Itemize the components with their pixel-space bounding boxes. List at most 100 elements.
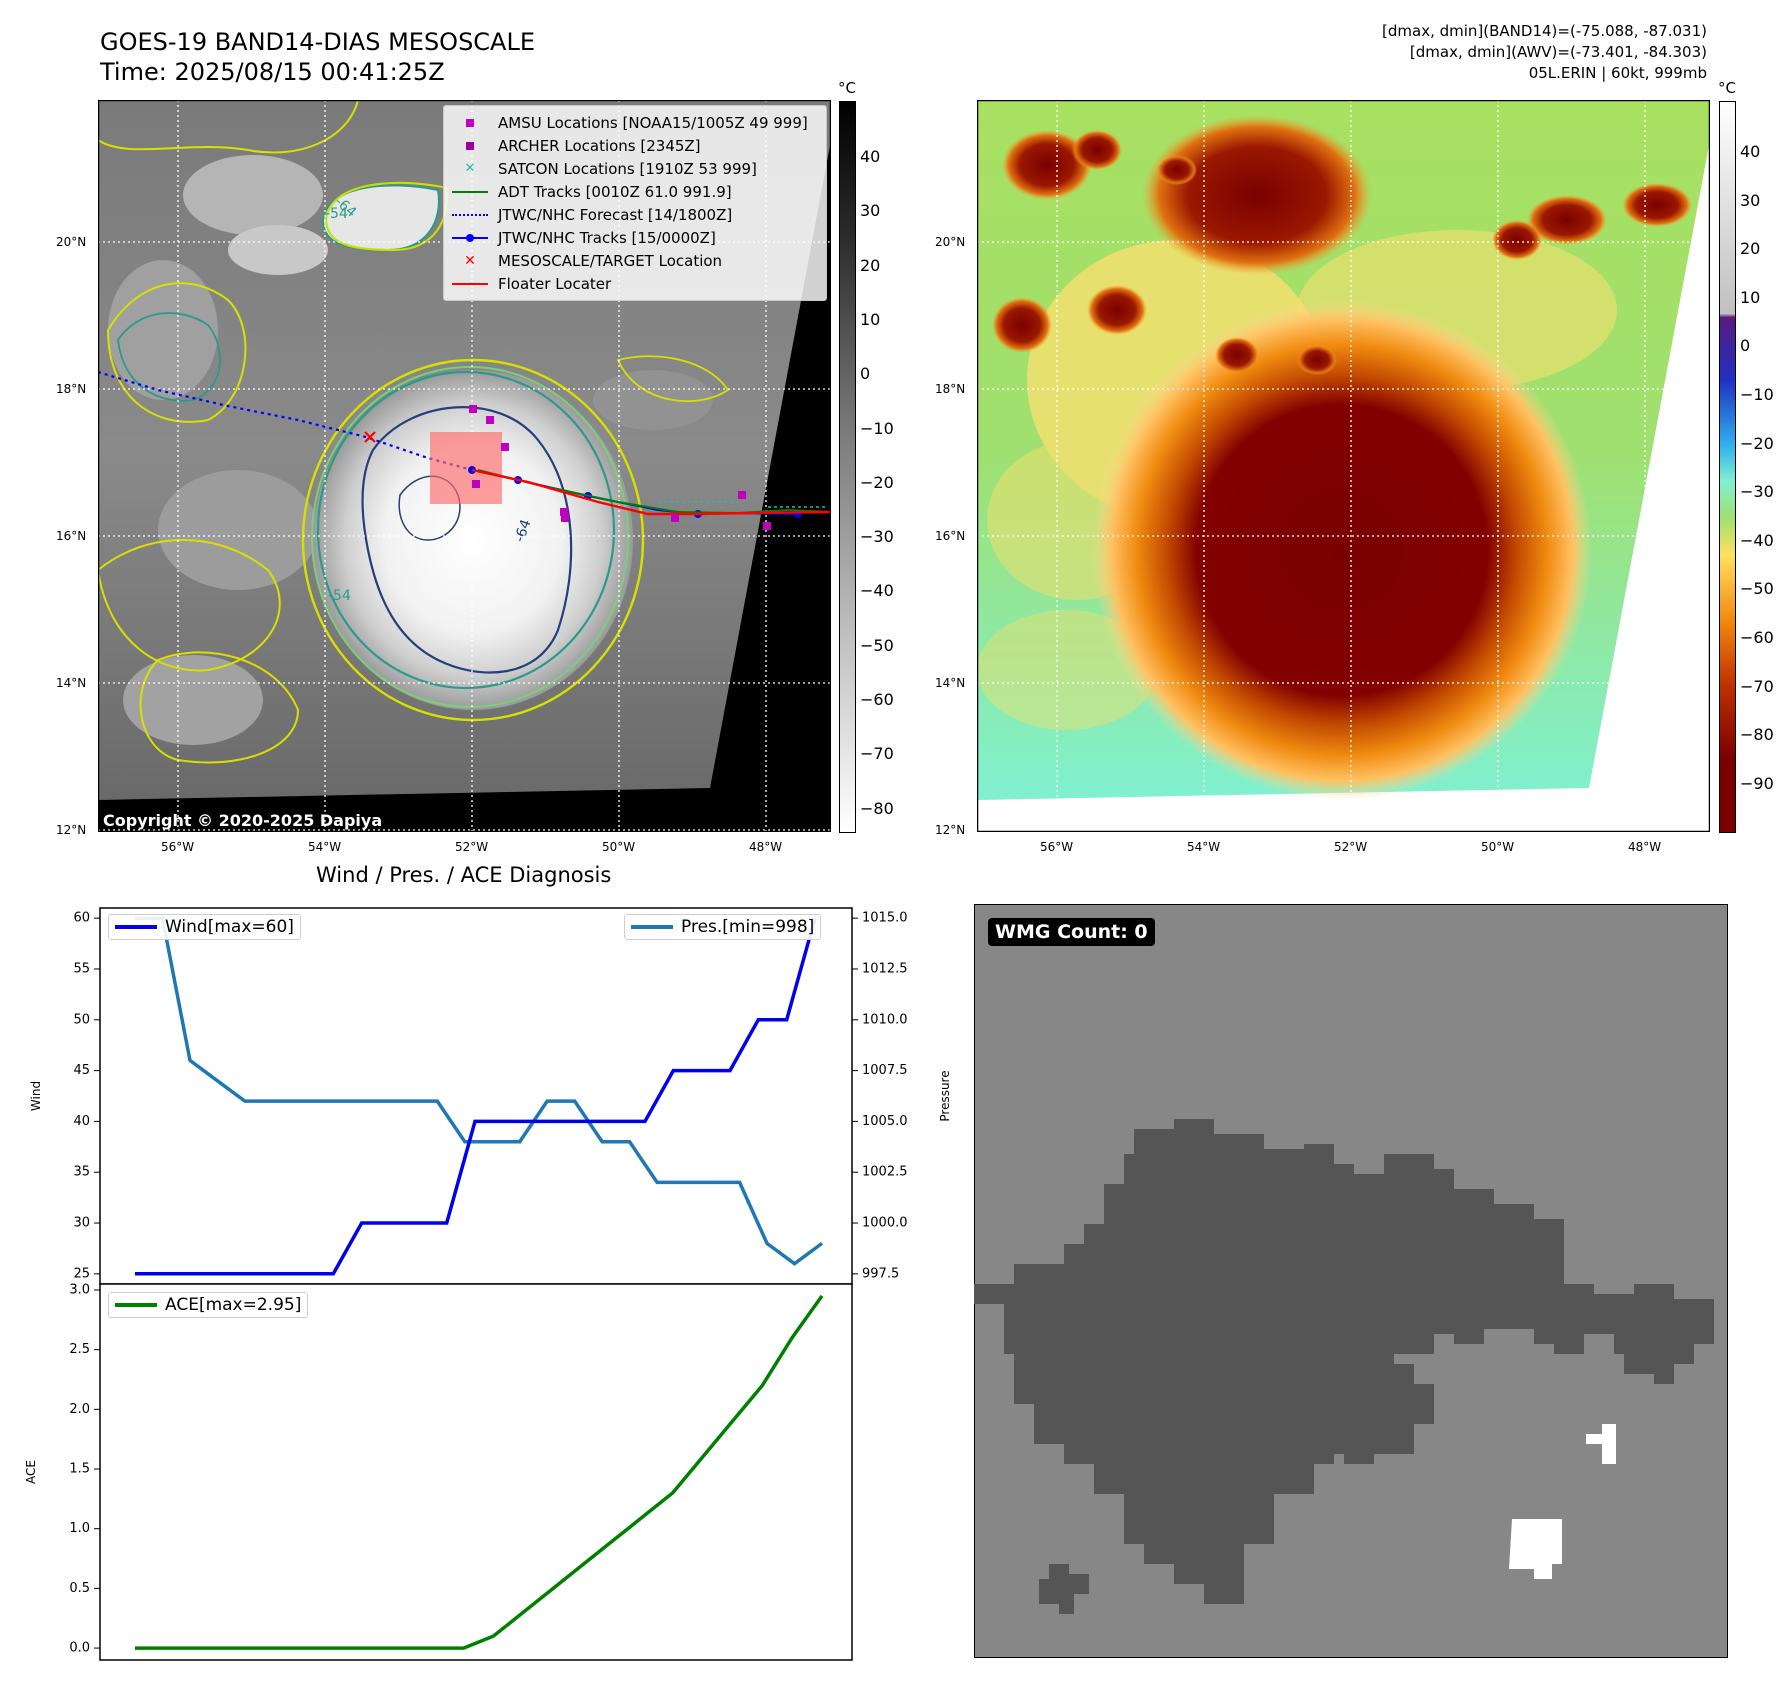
legend-target: ✕ MESOSCALE/TARGET Location: [464, 252, 723, 270]
colorbar-tick: −60: [860, 690, 894, 709]
lat-label: 14°N: [935, 676, 966, 690]
colorbar-tick: −10: [860, 418, 894, 438]
lat-label: 20°N: [56, 235, 87, 249]
pressure-series-line: [135, 916, 824, 1266]
colorbar-tick: 30: [860, 201, 881, 221]
wmg-warm-spot-2: [1509, 1519, 1562, 1579]
lon-label: 48°W: [1628, 840, 1662, 854]
ace-tick-label: 2.5: [69, 1342, 90, 1357]
pressure-tick-label: 1002.5: [862, 1165, 908, 1180]
colorbar-tick: −70: [1740, 676, 1774, 696]
pressure-tick-label: 1000.0: [862, 1216, 908, 1231]
target-marker: [364, 431, 376, 443]
colorbar-tick: −30: [1740, 482, 1774, 502]
pressure-legend: Pres.[min=998]: [624, 914, 822, 940]
wind-tick-label: 60: [73, 911, 90, 926]
wind-tick-label: 45: [73, 1063, 90, 1078]
contour-label-2: -54: [328, 588, 351, 604]
ace-panel-frame: [99, 1283, 853, 1661]
wind-legend: Wind[max=60]: [108, 914, 301, 940]
lat-label: 12°N: [935, 823, 966, 837]
legend-archer: ARCHER Locations [2345Z]: [450, 135, 701, 157]
colorbar-tick: −40: [860, 581, 894, 601]
ace-tick-label: 1.0: [69, 1521, 90, 1536]
wind-tick-label: 35: [73, 1165, 90, 1180]
wind-panel-frame: [99, 907, 853, 1285]
pressure-tick-label: 1010.0: [862, 1012, 908, 1027]
lat-label: 16°N: [56, 529, 87, 543]
legend-adt: ADT Tracks [0010Z 61.0 991.9]: [450, 181, 732, 203]
info-band14: [dmax, dmin](BAND14)=(-75.088, -87.031): [1382, 22, 1707, 40]
colorbar-tick: 10: [860, 309, 881, 329]
wmg-panel: [974, 904, 1728, 1658]
lon-label: 52°W: [455, 840, 489, 854]
wmg-cloud-region-2: [1294, 1364, 1434, 1464]
pressure-tick-label: 1015.0: [862, 911, 908, 926]
colorbar-tick: −50: [860, 635, 894, 655]
wind-tick-label: 55: [73, 961, 90, 976]
satcon-points: [658, 501, 828, 508]
contour-label-3: -54: [325, 206, 348, 222]
colorbar-tick: −20: [860, 472, 894, 492]
lon-label: 54°W: [308, 840, 342, 854]
lon-label: 56°W: [1040, 840, 1074, 854]
colorbar-tick: −30: [860, 527, 894, 547]
wmg-cloud-region-3: [1039, 1564, 1089, 1614]
ir-enhanced-map: [977, 100, 1710, 832]
pressure-tick-label: 1005.0: [862, 1114, 908, 1129]
contour-label-1: -64: [512, 517, 535, 544]
left-colorbar-unit: °C: [838, 79, 856, 97]
ace-legend: ACE[max=2.95]: [108, 1292, 309, 1318]
page-title: GOES-19 BAND14-DIAS MESOSCALE: [100, 28, 536, 56]
jtwc-forecast-track: [98, 370, 473, 472]
lat-label: 14°N: [56, 676, 87, 690]
lon-label: 50°W: [1481, 840, 1515, 854]
info-awv: [dmax, dmin](AWV)=(-73.401, -84.303): [1409, 43, 1707, 61]
lat-label: 20°N: [935, 235, 966, 249]
mesoscale-target-box: [430, 432, 502, 504]
left-colorbar: [839, 101, 856, 833]
colorbar-tick: −90: [1740, 773, 1774, 793]
pressure-tick-label: 1007.5: [862, 1063, 908, 1078]
wind-tick-label: 40: [73, 1114, 90, 1129]
lat-label: 12°N: [56, 823, 87, 837]
wind-tick-label: 30: [73, 1216, 90, 1231]
map-legend: AMSU Locations [NOAA15/1005Z 49 999] ARC…: [443, 105, 827, 301]
colorbar-tick: 40: [1740, 142, 1761, 161]
colorbar-tick: −80: [860, 798, 894, 818]
pressure-tick-label: 997.5: [862, 1266, 899, 1281]
colorbar-tick: −60: [1740, 628, 1774, 647]
lon-label: 54°W: [1187, 840, 1221, 854]
wind-tick-label: 50: [73, 1012, 90, 1027]
ace-tick-label: 3.0: [69, 1282, 90, 1297]
ace-axis-label: ACE: [24, 1460, 38, 1484]
right-colorbar: [1719, 101, 1736, 833]
storm-info: 05L.ERIN | 60kt, 999mb: [1528, 64, 1707, 82]
lat-label: 18°N: [935, 382, 966, 396]
legend-jtwc-forecast: JTWC/NHC Forecast [14/1800Z]: [450, 204, 732, 226]
right-map-gridlines: [977, 100, 1710, 832]
pressure-tick-label: 1012.5: [862, 961, 908, 976]
chart-title: Wind / Pres. / ACE Diagnosis: [316, 863, 612, 887]
lat-label: 18°N: [56, 382, 87, 396]
colorbar-tick: −80: [1740, 725, 1774, 745]
timestamp: Time: 2025/08/15 00:41:25Z: [100, 58, 445, 86]
amsu-archer-points: [469, 405, 771, 530]
wmg-cloud-region: [974, 1119, 1714, 1604]
ace-tick-label: 1.5: [69, 1462, 90, 1477]
ace-series-line: [135, 1294, 824, 1650]
pressure-axis-label: Pressure: [938, 1070, 952, 1121]
colorbar-tick: 20: [860, 255, 881, 275]
wmg-count-label: WMG Count: 0: [988, 918, 1155, 946]
legend-amsu: AMSU Locations [NOAA15/1005Z 49 999]: [450, 112, 808, 134]
legend-satcon: ✕ SATCON Locations [1910Z 53 999]: [464, 160, 757, 178]
colorbar-tick: −10: [1740, 385, 1774, 404]
colorbar-tick: −40: [1740, 530, 1774, 550]
colorbar-tick: 40: [860, 147, 881, 166]
colorbar-tick: 0: [860, 364, 871, 384]
colorbar-tick: −50: [1740, 579, 1774, 599]
wmg-warm-spot-1: [1586, 1424, 1616, 1464]
lat-label: 16°N: [935, 529, 966, 543]
colorbar-tick: 0: [1740, 336, 1751, 356]
colorbar-tick: 30: [1740, 190, 1761, 210]
